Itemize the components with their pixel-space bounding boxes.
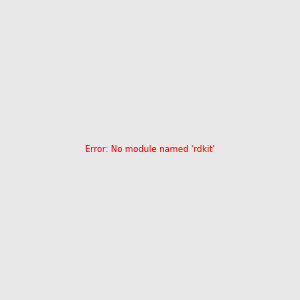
Text: Error: No module named 'rdkit': Error: No module named 'rdkit' (85, 146, 215, 154)
